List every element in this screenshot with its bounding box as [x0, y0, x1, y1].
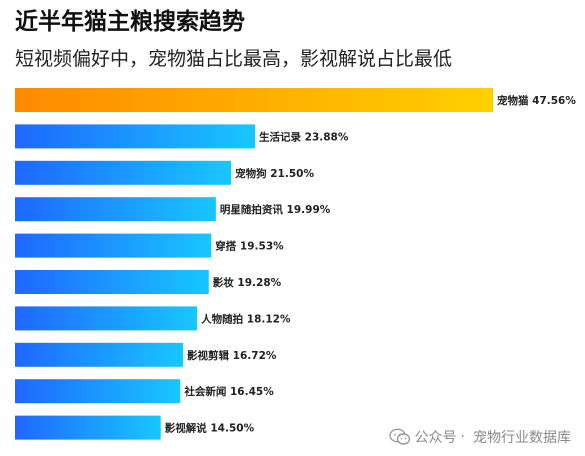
- bar-6: [15, 270, 209, 294]
- bar-label-7: 人物随拍 18.12%: [201, 312, 291, 325]
- bar-label-2: 生活记录 23.88%: [259, 130, 349, 143]
- bar-label-5: 穿搭 19.53%: [215, 240, 284, 253]
- watermark-separator: ·: [460, 429, 465, 445]
- bar-label-1: 宠物猫 47.56%: [497, 94, 576, 107]
- bar-label-8: 影视剪辑 16.72%: [187, 349, 277, 362]
- bar-8: [15, 342, 184, 367]
- bar-label-10: 影视解说 14.50%: [165, 422, 255, 435]
- chart-title: 近半年猫主粮搜索趋势: [15, 9, 245, 35]
- chart-subtitle: 短视频偏好中，宠物猫占比最高，影视解说占比最低: [15, 48, 453, 70]
- bar-7: [15, 306, 198, 331]
- bar-3: [15, 160, 232, 185]
- bars-group: 宠物猫 47.56% 生活记录 23.88% 宠物狗 21.50% 明星随拍资讯 19…: [15, 88, 576, 440]
- bar-label-4: 明星随拍资讯 19.99%: [220, 203, 331, 216]
- bar-4: [15, 197, 216, 222]
- bar-label-9: 社会新闻 16.45%: [183, 385, 274, 398]
- wechat-icon: [388, 428, 410, 445]
- bar-label-6: 影妆 19.28%: [213, 276, 282, 289]
- bar-9: [15, 379, 181, 404]
- watermark-account: 宠物行业数据库: [473, 430, 571, 446]
- bar-1: [15, 88, 493, 112]
- bar-10: [15, 415, 161, 440]
- watermark-source: 公众号: [414, 430, 457, 446]
- bar-5: [15, 233, 212, 258]
- watermark: 公众号 · 宠物行业数据库: [388, 427, 571, 447]
- bar-label-3: 宠物狗 21.50%: [235, 167, 314, 180]
- bar-2: [15, 124, 256, 149]
